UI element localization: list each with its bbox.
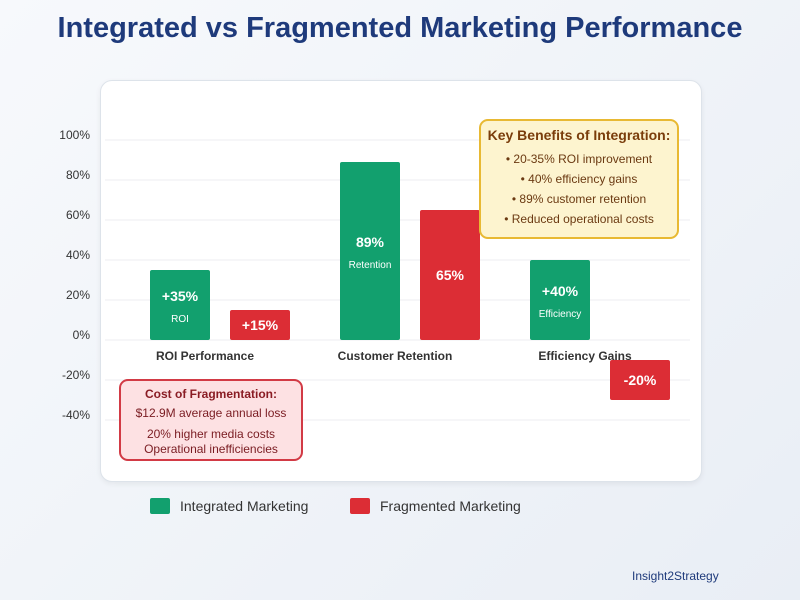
- y-tick-label: -40%: [62, 408, 90, 422]
- bar: [530, 260, 590, 340]
- bar-sub-label: Efficiency: [539, 309, 582, 320]
- cost-line: $12.9M average annual loss: [135, 406, 287, 420]
- cost-line: 20% higher media costs: [146, 427, 276, 441]
- bar-sub-label: ROI: [171, 314, 189, 325]
- bar-value-label: 65%: [436, 267, 465, 283]
- category-label: Customer Retention: [338, 349, 453, 363]
- bar-value-label: +35%: [162, 288, 199, 304]
- legend-label: Integrated Marketing: [180, 498, 309, 514]
- y-tick-label: 100%: [59, 128, 90, 142]
- legend-item-fragmented: Fragmented Marketing: [350, 498, 521, 514]
- y-tick-label: 0%: [73, 328, 91, 342]
- y-tick-label: 60%: [66, 208, 90, 222]
- category-label: ROI Performance: [156, 349, 254, 363]
- bar: [150, 270, 210, 340]
- chart-title: Integrated vs Fragmented Marketing Perfo…: [57, 12, 743, 44]
- y-tick-label: -20%: [62, 368, 90, 382]
- cost-callout: Cost of Fragmentation: $12.9M average an…: [119, 379, 303, 461]
- y-tick-label: 80%: [66, 168, 90, 182]
- bar-value-label: 89%: [356, 234, 385, 250]
- bar: [230, 310, 290, 340]
- cost-line: Operational inefficiencies: [144, 442, 278, 456]
- y-tick-label: 40%: [66, 248, 90, 262]
- bar-sub-label: Retention: [349, 260, 392, 271]
- cost-heading: Cost of Fragmentation:: [145, 387, 277, 401]
- bar-value-label: +15%: [242, 317, 279, 333]
- bar: [420, 210, 480, 340]
- bar-value-label: -20%: [624, 372, 657, 388]
- legend-swatch-fragmented: [350, 498, 370, 514]
- benefit-item: • 20-35% ROI improvement: [505, 152, 653, 166]
- benefit-item: • 40% efficiency gains: [520, 172, 638, 186]
- legend-swatch-integrated: [150, 498, 170, 514]
- brand-label: Insight2Strategy: [632, 569, 719, 583]
- benefits-callout: Key Benefits of Integration: • 20-35% RO…: [479, 119, 679, 239]
- benefit-item: • Reduced operational costs: [504, 212, 654, 226]
- benefits-heading: Key Benefits of Integration:: [487, 127, 671, 143]
- legend-item-integrated: Integrated Marketing: [150, 498, 308, 514]
- bar-value-label: +40%: [542, 283, 579, 299]
- bar: [340, 162, 400, 340]
- legend-label: Fragmented Marketing: [380, 498, 521, 514]
- bar: [610, 360, 670, 400]
- category-label: Efficiency Gains: [538, 349, 632, 363]
- y-tick-label: 20%: [66, 288, 90, 302]
- benefit-item: • 89% customer retention: [511, 192, 647, 206]
